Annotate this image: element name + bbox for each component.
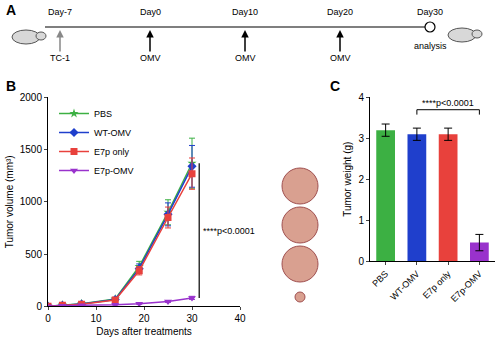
svg-text:4: 4 <box>358 92 364 103</box>
svg-text:E7p only: E7p only <box>94 147 130 157</box>
svg-text:Tumor volume (mm³): Tumor volume (mm³) <box>4 155 15 248</box>
svg-text:Tumor weight (g): Tumor weight (g) <box>342 142 353 217</box>
svg-text:E7p-OMV: E7p-OMV <box>449 269 484 304</box>
svg-text:20: 20 <box>138 313 150 324</box>
svg-text:0: 0 <box>36 301 42 312</box>
svg-text:40: 40 <box>234 313 246 324</box>
svg-text:Day-7: Day-7 <box>48 7 72 17</box>
svg-text:Day0: Day0 <box>140 7 161 17</box>
svg-text:2: 2 <box>358 174 364 185</box>
svg-text:E7p only: E7p only <box>421 268 453 300</box>
svg-text:C: C <box>330 78 340 94</box>
svg-text:OMV: OMV <box>140 53 161 63</box>
svg-text:PBS: PBS <box>94 109 112 119</box>
svg-text:OMV: OMV <box>235 53 256 63</box>
svg-text:500: 500 <box>25 249 42 260</box>
svg-text:OMV: OMV <box>330 53 351 63</box>
svg-text:B: B <box>6 78 16 94</box>
svg-text:1: 1 <box>358 215 364 226</box>
svg-text:1500: 1500 <box>20 144 43 155</box>
svg-text:0: 0 <box>45 313 51 324</box>
svg-text:30: 30 <box>186 313 198 324</box>
svg-text:E7p-OMV: E7p-OMV <box>94 166 134 176</box>
svg-text:3: 3 <box>358 133 364 144</box>
svg-text:1000: 1000 <box>20 196 43 207</box>
svg-text:TC-1: TC-1 <box>50 53 70 63</box>
svg-text:Day20: Day20 <box>327 7 353 17</box>
svg-text:Day30: Day30 <box>417 7 443 17</box>
svg-text:****p<0.0001: ****p<0.0001 <box>422 98 474 108</box>
svg-text:analysis: analysis <box>414 41 447 51</box>
svg-text:A: A <box>6 2 16 18</box>
svg-text:PBS: PBS <box>370 269 390 289</box>
svg-text:2000: 2000 <box>20 92 43 103</box>
svg-text:****p<0.0001: ****p<0.0001 <box>203 226 255 236</box>
svg-text:WT-OMV: WT-OMV <box>388 269 421 302</box>
svg-text:0: 0 <box>358 256 364 267</box>
svg-text:WT-OMV: WT-OMV <box>94 128 131 138</box>
svg-text:10: 10 <box>90 313 102 324</box>
svg-text:Days after treatments: Days after treatments <box>96 326 192 337</box>
svg-text:Day10: Day10 <box>232 7 258 17</box>
